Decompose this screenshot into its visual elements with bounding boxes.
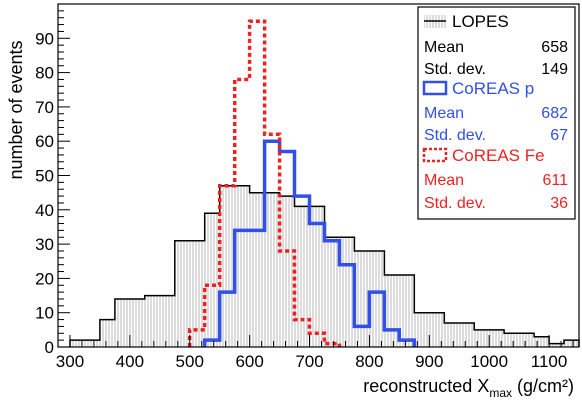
- series-line-coreas-p: [202, 139, 417, 347]
- legend-lopes-mean-value: 658: [541, 39, 568, 56]
- bin-lopes-28: [489, 330, 504, 347]
- legend-coreas-fe-std-label: Std. dev.: [424, 195, 486, 212]
- y-tick-label-80: 80: [35, 64, 54, 83]
- x-tick-label-500: 500: [176, 352, 204, 371]
- series-fill-lopes: [70, 185, 579, 347]
- bin-lopes-27: [474, 330, 489, 347]
- bin-lopes-3: [115, 299, 130, 347]
- x-axis-title-main: reconstructed X: [363, 376, 489, 396]
- y-tick-label-50: 50: [35, 167, 54, 186]
- bin-coreas-p-7: [310, 224, 325, 348]
- bin-lopes-33: [564, 340, 579, 347]
- legend-coreas-p-std-label: Std. dev.: [424, 127, 486, 144]
- x-tick-label-400: 400: [116, 352, 144, 371]
- y-axis-title: number of events: [6, 40, 26, 179]
- bin-lopes-6: [160, 296, 175, 347]
- x-tick-label-300: 300: [56, 352, 84, 371]
- legend-lopes-std-value: 149: [541, 61, 568, 78]
- legend-box: [417, 6, 576, 220]
- y-tick-label-70: 70: [35, 98, 54, 117]
- bin-lopes-30: [519, 333, 534, 347]
- bin-lopes-31: [534, 337, 549, 347]
- legend-coreas-p-mean-value: 682: [541, 105, 568, 122]
- legend-swatch-coreas-fe: [422, 147, 448, 163]
- legend-coreas-fe-std-value: 36: [550, 195, 568, 212]
- x-tick-label-800: 800: [355, 352, 383, 371]
- bin-lopes-5: [145, 296, 160, 347]
- y-tick-label-20: 20: [35, 269, 54, 288]
- legend: LOPES Mean 658 Std. dev. 149 CoREAS p Me…: [417, 6, 576, 220]
- legend-lopes-std-label: Std. dev.: [424, 61, 486, 78]
- bin-coreas-fe-6: [280, 251, 295, 347]
- bin-coreas-fe-8: [310, 333, 325, 347]
- series-line-coreas-fe: [187, 19, 342, 347]
- bin-lopes-0: [70, 340, 85, 347]
- bin-lopes-7: [175, 241, 190, 347]
- x-tick-label-1000: 1000: [470, 352, 508, 371]
- legend-swatch-coreas-p: [422, 80, 448, 96]
- bin-lopes-2: [100, 320, 115, 347]
- y-tick-label-10: 10: [35, 304, 54, 323]
- x-tick-label-1100: 1100: [531, 352, 568, 371]
- x-tick-label-900: 900: [415, 352, 443, 371]
- bin-coreas-fe-2: [220, 186, 235, 347]
- legend-label-coreas-fe: CoREAS Fe: [452, 146, 545, 165]
- bin-coreas-fe-5: [265, 134, 280, 347]
- x-axis-title-subscript: max: [489, 386, 512, 400]
- x-tick-label-700: 700: [295, 352, 323, 371]
- y-tick-label-90: 90: [35, 29, 54, 48]
- bin-lopes-24: [429, 313, 444, 347]
- bin-lopes-4: [130, 299, 145, 347]
- legend-coreas-p-std-value: 67: [550, 127, 568, 144]
- x-axis-title-unit: (g/cm²): [517, 376, 574, 396]
- bin-lopes-29: [504, 333, 519, 347]
- legend-label-lopes: LOPES: [452, 12, 509, 31]
- bin-lopes-22: [399, 275, 414, 347]
- bin-coreas-p-9: [340, 265, 355, 347]
- bin-coreas-p-11: [369, 292, 384, 347]
- legend-coreas-fe-mean-label: Mean: [424, 172, 464, 189]
- bin-lopes-23: [414, 313, 429, 347]
- bin-coreas-fe-7: [295, 320, 310, 347]
- y-tick-label-0: 0: [45, 338, 54, 357]
- bin-lopes-26: [459, 323, 474, 347]
- bin-coreas-p-10: [354, 326, 369, 347]
- bin-coreas-fe-0: [190, 330, 205, 347]
- bin-lopes-1: [85, 340, 100, 347]
- legend-coreas-fe-mean-value: 611: [542, 172, 568, 189]
- bin-coreas-p-13: [399, 340, 414, 347]
- y-tick-label-60: 60: [35, 132, 54, 151]
- legend-label-coreas-p: CoREAS p: [452, 79, 534, 98]
- bin-coreas-fe-4: [250, 21, 265, 347]
- bin-coreas-p-12: [384, 330, 399, 347]
- x-tick-label-600: 600: [235, 352, 263, 371]
- axes-layer: 0 10 20 30 40 50 60 70 80 90 300 400 500 600 700 800 900…: [35, 10, 574, 371]
- bin-lopes-25: [444, 323, 459, 347]
- legend-coreas-p-mean-label: Mean: [424, 105, 464, 122]
- bin-coreas-fe-3: [235, 80, 250, 348]
- y-tick-label-40: 40: [35, 201, 54, 220]
- bin-coreas-fe-1: [205, 285, 220, 347]
- y-tick-label-30: 30: [35, 235, 54, 254]
- legend-lopes-mean-label: Mean: [424, 39, 464, 56]
- x-axis-title: reconstructed Xmax (g/cm²): [363, 376, 574, 400]
- bin-coreas-p-8: [325, 241, 340, 347]
- histogram-layer: [69, 19, 580, 348]
